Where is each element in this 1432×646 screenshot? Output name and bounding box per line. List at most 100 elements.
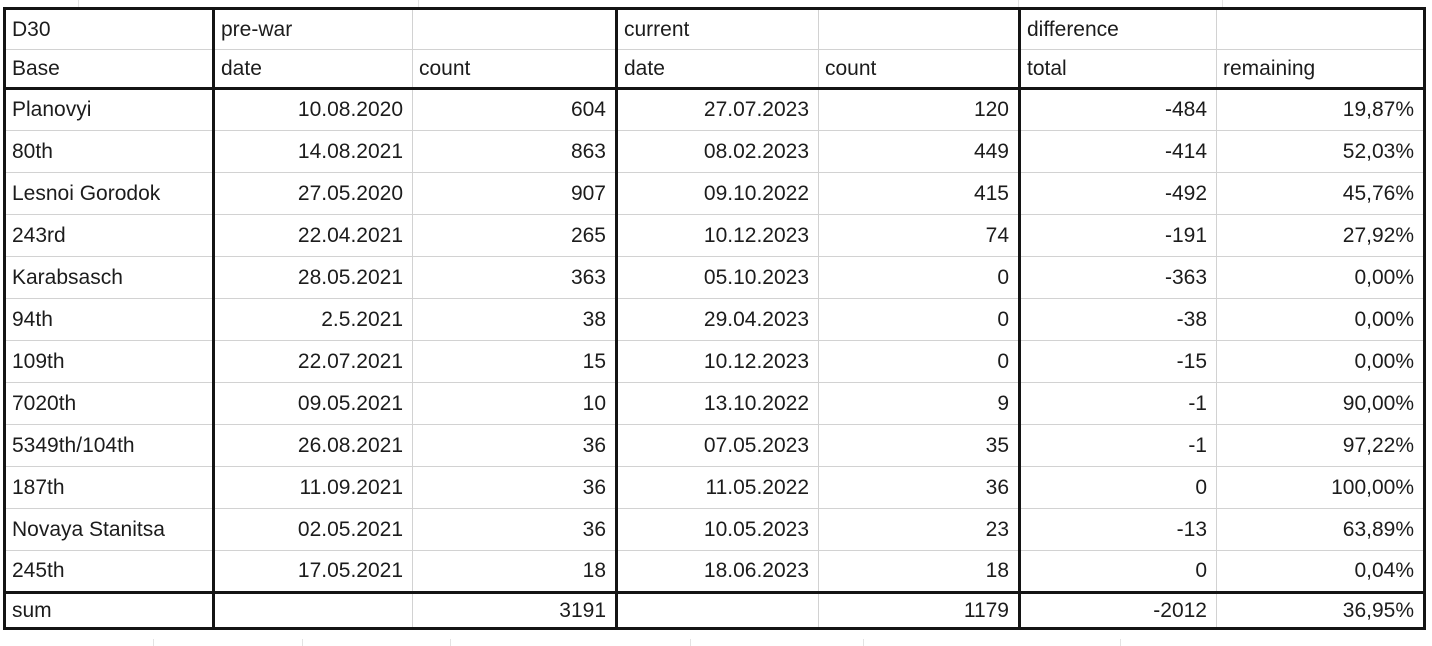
section-prewar[interactable]: pre-war: [212, 8, 413, 50]
section-difference-spacer[interactable]: [1216, 8, 1425, 50]
prewar-count-cell[interactable]: 863: [412, 130, 617, 173]
corner-cell-d30[interactable]: D30: [4, 8, 214, 50]
prewar-date-cell[interactable]: 11.09.2021: [212, 466, 413, 509]
prewar-date-cell[interactable]: 17.05.2021: [212, 550, 413, 593]
prewar-date-cell[interactable]: [212, 591, 413, 629]
prewar-date-cell[interactable]: 22.04.2021: [212, 214, 413, 257]
current-date-cell[interactable]: 08.02.2023: [615, 130, 819, 173]
prewar-count-cell[interactable]: 604: [412, 88, 617, 131]
prewar-count-cell[interactable]: 3191: [412, 591, 617, 629]
current-date-cell[interactable]: 10.05.2023: [615, 508, 819, 551]
prewar-date-cell[interactable]: 22.07.2021: [212, 340, 413, 383]
prewar-count-cell[interactable]: 15: [412, 340, 617, 383]
col-header-remaining[interactable]: remaining: [1216, 49, 1425, 90]
prewar-count-cell[interactable]: 907: [412, 172, 617, 215]
remaining-percent-cell[interactable]: 27,92%: [1216, 214, 1425, 257]
difference-total-cell[interactable]: -414: [1018, 130, 1217, 173]
current-count-cell[interactable]: 0: [818, 298, 1020, 341]
remaining-percent-cell[interactable]: 52,03%: [1216, 130, 1425, 173]
prewar-date-cell[interactable]: 26.08.2021: [212, 424, 413, 467]
current-date-cell[interactable]: 18.06.2023: [615, 550, 819, 593]
difference-total-cell[interactable]: -1: [1018, 424, 1217, 467]
current-count-cell[interactable]: 23: [818, 508, 1020, 551]
prewar-date-cell[interactable]: 10.08.2020: [212, 88, 413, 131]
base-cell[interactable]: Planovyi: [4, 88, 214, 131]
prewar-date-cell[interactable]: 09.05.2021: [212, 382, 413, 425]
prewar-date-cell[interactable]: 2.5.2021: [212, 298, 413, 341]
col-header-base[interactable]: Base: [4, 49, 214, 90]
current-date-cell[interactable]: 09.10.2022: [615, 172, 819, 215]
current-date-cell[interactable]: 13.10.2022: [615, 382, 819, 425]
current-count-cell[interactable]: 120: [818, 88, 1020, 131]
difference-total-cell[interactable]: -363: [1018, 256, 1217, 299]
col-header-prewar-count[interactable]: count: [412, 49, 617, 90]
prewar-count-cell[interactable]: 36: [412, 424, 617, 467]
current-date-cell[interactable]: 29.04.2023: [615, 298, 819, 341]
current-count-cell[interactable]: 74: [818, 214, 1020, 257]
col-header-diff-total[interactable]: total: [1018, 49, 1217, 90]
base-cell[interactable]: Karabsasch: [4, 256, 214, 299]
current-count-cell[interactable]: 9: [818, 382, 1020, 425]
remaining-percent-cell[interactable]: 90,00%: [1216, 382, 1425, 425]
difference-total-cell[interactable]: -492: [1018, 172, 1217, 215]
remaining-percent-cell[interactable]: 0,04%: [1216, 550, 1425, 593]
base-cell[interactable]: Lesnoi Gorodok: [4, 172, 214, 215]
current-count-cell[interactable]: 0: [818, 340, 1020, 383]
base-cell[interactable]: 80th: [4, 130, 214, 173]
difference-total-cell[interactable]: -13: [1018, 508, 1217, 551]
section-difference[interactable]: difference: [1018, 8, 1217, 50]
current-date-cell[interactable]: 07.05.2023: [615, 424, 819, 467]
prewar-count-cell[interactable]: 36: [412, 508, 617, 551]
section-current-spacer[interactable]: [818, 8, 1020, 50]
remaining-percent-cell[interactable]: 63,89%: [1216, 508, 1425, 551]
section-prewar-spacer[interactable]: [412, 8, 617, 50]
base-cell[interactable]: 243rd: [4, 214, 214, 257]
prewar-count-cell[interactable]: 38: [412, 298, 617, 341]
remaining-percent-cell[interactable]: 100,00%: [1216, 466, 1425, 509]
prewar-count-cell[interactable]: 36: [412, 466, 617, 509]
prewar-date-cell[interactable]: 28.05.2021: [212, 256, 413, 299]
remaining-percent-cell[interactable]: 45,76%: [1216, 172, 1425, 215]
base-cell[interactable]: 109th: [4, 340, 214, 383]
current-date-cell[interactable]: [615, 591, 819, 629]
difference-total-cell[interactable]: -484: [1018, 88, 1217, 131]
remaining-percent-cell[interactable]: 0,00%: [1216, 340, 1425, 383]
difference-total-cell[interactable]: 0: [1018, 466, 1217, 509]
current-date-cell[interactable]: 11.05.2022: [615, 466, 819, 509]
col-header-current-date[interactable]: date: [615, 49, 819, 90]
difference-total-cell[interactable]: 0: [1018, 550, 1217, 593]
current-count-cell[interactable]: 36: [818, 466, 1020, 509]
prewar-count-cell[interactable]: 18: [412, 550, 617, 593]
difference-total-cell[interactable]: -38: [1018, 298, 1217, 341]
col-header-current-count[interactable]: count: [818, 49, 1020, 90]
current-count-cell[interactable]: 18: [818, 550, 1020, 593]
base-cell[interactable]: 245th: [4, 550, 214, 593]
prewar-date-cell[interactable]: 14.08.2021: [212, 130, 413, 173]
difference-total-cell[interactable]: -15: [1018, 340, 1217, 383]
current-count-cell[interactable]: 1179: [818, 591, 1020, 629]
current-date-cell[interactable]: 10.12.2023: [615, 214, 819, 257]
remaining-percent-cell[interactable]: 97,22%: [1216, 424, 1425, 467]
prewar-count-cell[interactable]: 363: [412, 256, 617, 299]
col-header-prewar-date[interactable]: date: [212, 49, 413, 90]
current-count-cell[interactable]: 449: [818, 130, 1020, 173]
current-date-cell[interactable]: 05.10.2023: [615, 256, 819, 299]
base-cell[interactable]: Novaya Stanitsa: [4, 508, 214, 551]
current-count-cell[interactable]: 0: [818, 256, 1020, 299]
difference-total-cell[interactable]: -1: [1018, 382, 1217, 425]
base-cell[interactable]: 187th: [4, 466, 214, 509]
remaining-percent-cell[interactable]: 0,00%: [1216, 298, 1425, 341]
current-date-cell[interactable]: 27.07.2023: [615, 88, 819, 131]
base-cell[interactable]: 5349th/104th: [4, 424, 214, 467]
prewar-count-cell[interactable]: 10: [412, 382, 617, 425]
prewar-date-cell[interactable]: 27.05.2020: [212, 172, 413, 215]
base-cell[interactable]: 7020th: [4, 382, 214, 425]
current-count-cell[interactable]: 35: [818, 424, 1020, 467]
prewar-count-cell[interactable]: 265: [412, 214, 617, 257]
base-cell[interactable]: sum: [4, 591, 214, 629]
base-cell[interactable]: 94th: [4, 298, 214, 341]
difference-total-cell[interactable]: -191: [1018, 214, 1217, 257]
current-count-cell[interactable]: 415: [818, 172, 1020, 215]
remaining-percent-cell[interactable]: 36,95%: [1216, 591, 1425, 629]
remaining-percent-cell[interactable]: 19,87%: [1216, 88, 1425, 131]
